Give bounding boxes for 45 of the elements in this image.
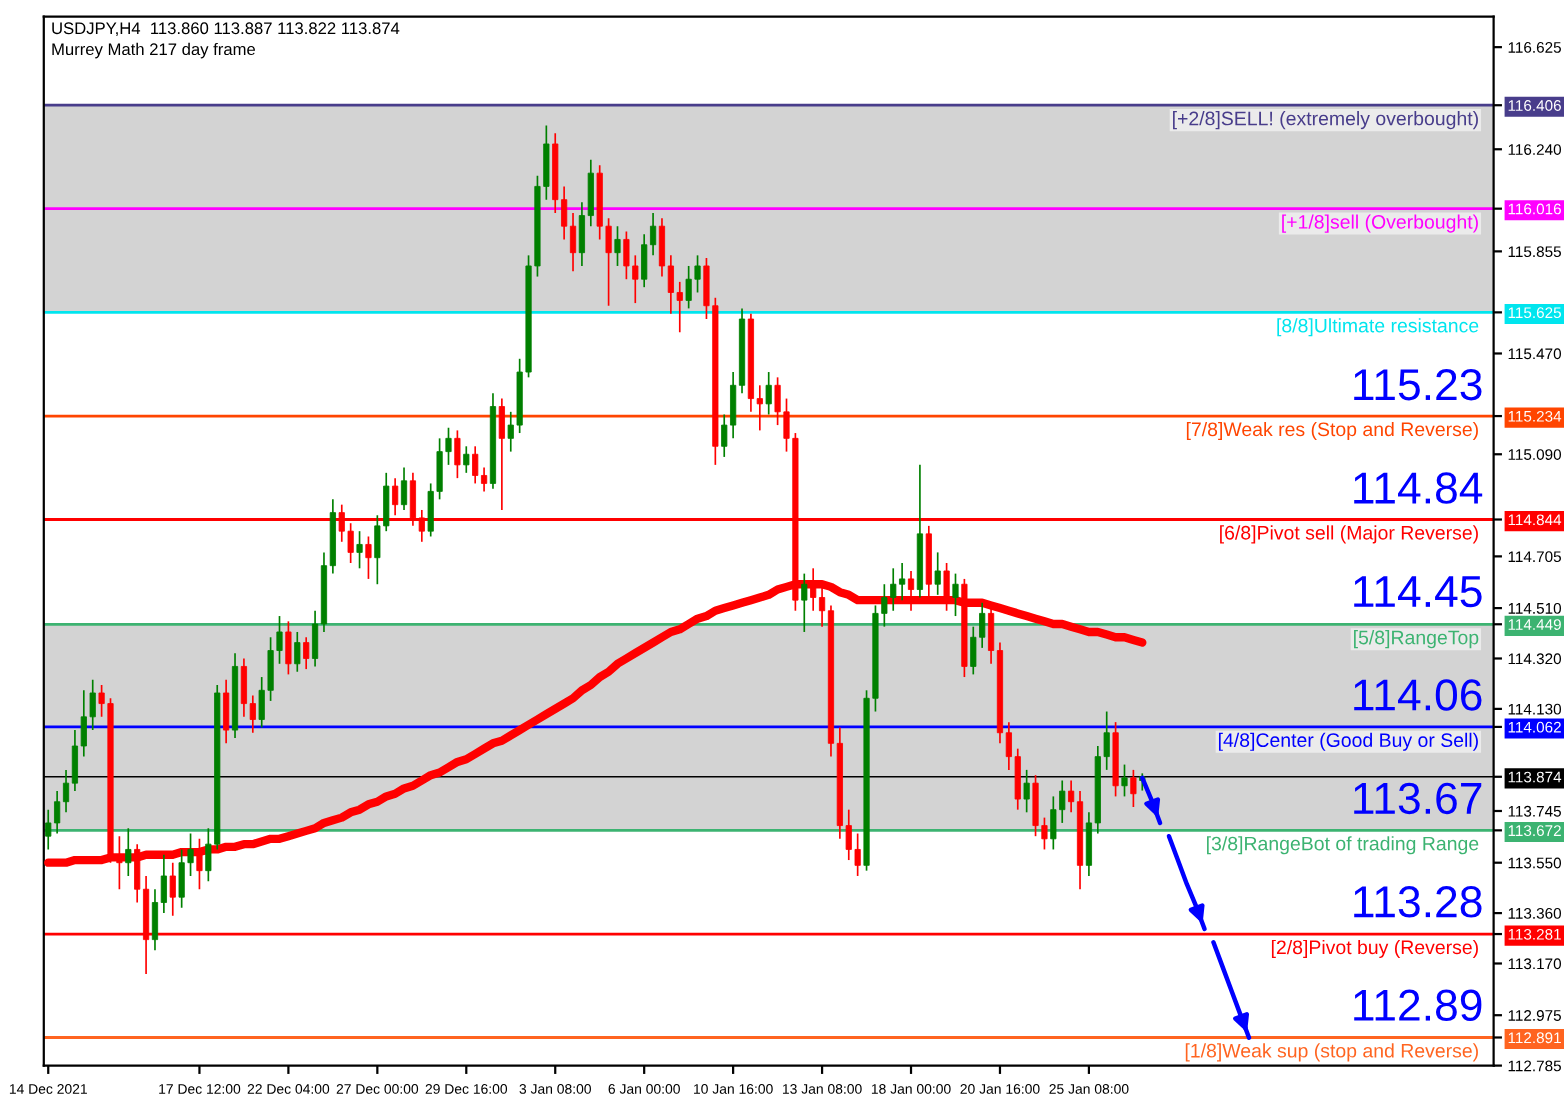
ref-line-label: [+2/8]SELL! (extremely overbought) [1173,111,1478,130]
ref-line-label: [3/8]RangeBot of trading Range [1207,836,1479,855]
line-series [1166,833,1207,932]
candlestick [801,572,808,633]
candlestick [614,225,621,267]
candlestick [294,631,301,673]
candlestick [934,551,941,596]
ref-line-label: [2/8]Pivot buy (Reverse) [1271,939,1478,959]
candlestick [1121,763,1128,798]
candlestick [45,808,52,851]
candlestick [472,445,479,485]
annotation: 114.45 [1354,576,1482,608]
candlestick [1130,769,1137,808]
candlestick [169,861,176,917]
ref-line-label: [4/8]Center (Good Buy or Sell) [1218,732,1478,751]
candlestick [765,371,772,416]
ref-line-label: [1/8]Weak sup (stop and Reverse) [1185,1043,1478,1062]
chart-title: USDJPY,H4 113.860 113.887 113.822 113.874 [52,22,400,37]
text: Murrey Math 217 day frame [52,42,256,59]
candlestick [498,397,505,511]
candlestick [240,657,248,718]
candlestick [365,535,372,580]
candlestick [1023,769,1030,814]
ref-line-label: [+1/8]sell (Overbought) [1282,214,1478,233]
annotation: 113.67 [1354,782,1482,815]
ref-line-label: [6/8]Pivot sell (Major Reverse) [1220,525,1478,544]
candlestick [454,429,461,479]
candlestick [125,827,132,877]
candlestick [223,678,230,745]
annotation: 113.28 [1354,886,1482,918]
candlestick [463,445,470,474]
ref-line-label: [7/8]Weak res (Stop and Reverse) [1186,421,1478,441]
candlestick [952,572,959,617]
annotation: 112.89 [1354,989,1482,1022]
candlestick [356,530,363,570]
annotation: 115.23 [1354,368,1482,401]
ref-line-label: [5/8]RangeTop [1354,630,1479,649]
candlestick [641,233,648,289]
candlestick [303,636,310,670]
candlestick [400,466,408,511]
ref-line-label: [8/8]Ultimate resistance [1277,318,1479,337]
line-series [1211,940,1252,1040]
annotation: 114.06 [1354,679,1482,711]
annotation: 114.84 [1354,472,1483,504]
candlestick [285,620,292,676]
